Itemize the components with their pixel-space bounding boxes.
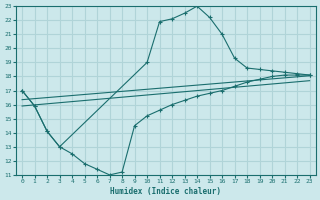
X-axis label: Humidex (Indice chaleur): Humidex (Indice chaleur): [110, 187, 221, 196]
